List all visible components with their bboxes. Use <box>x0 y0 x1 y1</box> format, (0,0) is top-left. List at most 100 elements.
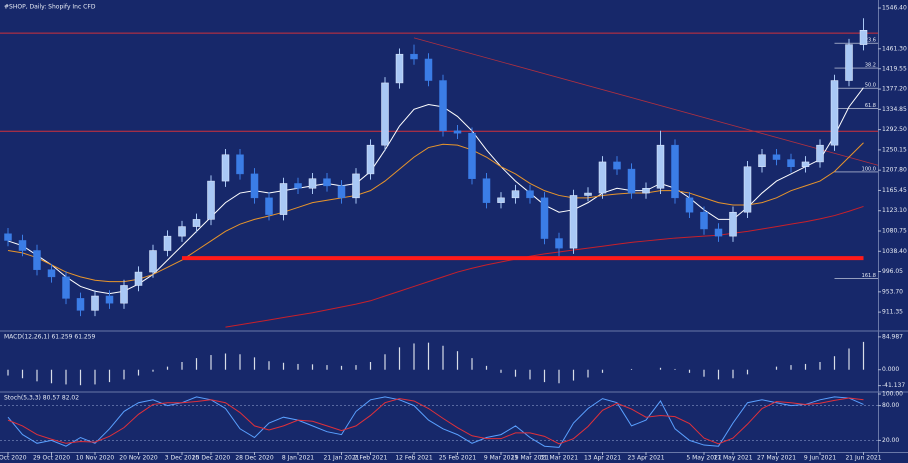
candle-body <box>323 178 331 187</box>
candle-body <box>250 173 259 199</box>
y-tick-label: 84.987 <box>882 333 903 340</box>
stoch-line <box>7 396 864 448</box>
fib-label: 50.0 <box>865 83 876 89</box>
moving-average <box>7 87 864 295</box>
candle-body <box>830 80 839 146</box>
y-tick-label: 80.00 <box>882 402 899 409</box>
stoch-line <box>7 397 864 445</box>
candle-body <box>18 240 27 251</box>
candle-body <box>613 161 621 170</box>
y-tick-label: 1461.30 <box>882 45 907 52</box>
candle-body <box>47 269 56 278</box>
candle-body <box>714 228 723 237</box>
y-tick-label: 100.00 <box>882 391 903 398</box>
x-tick-label: 19 Oct 2020 <box>0 455 27 462</box>
x-tick-label: 10 Nov 2020 <box>76 455 115 462</box>
candle-body <box>685 197 694 213</box>
fib-label: 100.0 <box>862 166 876 172</box>
x-tick-label: 9 Jun 2021 <box>804 455 836 462</box>
y-tick-label: 1080.75 <box>882 228 907 235</box>
candle-body <box>859 30 868 45</box>
candle-body <box>192 219 201 227</box>
candle-body <box>33 250 41 270</box>
candle-body <box>627 168 636 194</box>
chart-title: #SHOP, Daily: Shopify Inc CFD <box>4 4 96 11</box>
x-tick-label: 28 Dec 2020 <box>235 455 274 462</box>
candle-body <box>308 178 317 189</box>
x-tick-label: 12 Feb 2021 <box>395 455 433 462</box>
fib-label: 161.8 <box>862 273 876 279</box>
fib-label: 23.6 <box>865 38 876 44</box>
candle-body <box>294 183 302 189</box>
candle-body <box>758 154 766 167</box>
candle-body <box>743 166 752 213</box>
candle-body <box>366 144 375 175</box>
candle-body <box>381 82 389 146</box>
x-tick-label: 23 Apr 2021 <box>627 455 664 462</box>
y-tick-label: 20.00 <box>882 437 899 444</box>
candle-body <box>569 195 578 249</box>
macd-title: MACD(12,26,1) 61.259 61.259 <box>4 334 96 341</box>
candle-body <box>424 58 433 81</box>
candle-body <box>482 178 491 203</box>
candle-body <box>816 144 824 163</box>
y-tick-label: 1334.85 <box>882 106 907 113</box>
x-tick-label: 15 Dec 2020 <box>192 455 231 462</box>
candle-body <box>134 271 143 286</box>
candle-body <box>62 276 70 299</box>
x-tick-label: 3 Dec 2020 <box>165 455 200 462</box>
candle-body <box>555 238 563 249</box>
x-tick-label: 27 May 2021 <box>757 455 796 462</box>
x-tick-label: 31 Mar 2021 <box>540 455 578 462</box>
candle-body <box>497 197 505 203</box>
x-tick-label: 13 Apr 2021 <box>584 455 621 462</box>
candle-body <box>149 250 157 273</box>
candle-body <box>453 130 462 134</box>
y-tick-label: 1038.40 <box>882 248 907 255</box>
x-tick-label: 5 May 2021 <box>686 455 721 462</box>
y-tick-label: 1123.10 <box>882 207 907 214</box>
candle-body <box>801 161 810 167</box>
y-tick-label: 1292.50 <box>882 126 907 133</box>
candle-body <box>642 188 650 194</box>
y-tick-label: 953.70 <box>882 288 903 295</box>
candle-body <box>787 159 795 167</box>
y-tick-label: 996.05 <box>882 268 903 275</box>
candle-body <box>76 298 85 311</box>
x-tick-label: 20 Nov 2020 <box>119 455 158 462</box>
candle-body <box>584 192 592 196</box>
candle-body <box>526 190 534 199</box>
candle-body <box>120 285 128 304</box>
moving-average <box>7 142 864 283</box>
candle-body <box>540 197 549 239</box>
y-tick-label: 0.000 <box>882 366 899 373</box>
stoch-title: Stoch(5,3,3) 80.57 82.02 <box>4 395 79 402</box>
x-tick-label: 29 Oct 2020 <box>33 455 70 462</box>
y-tick-label: 1419.55 <box>882 65 907 72</box>
x-tick-label: 19 Mar 2021 <box>511 455 549 462</box>
candle-body <box>221 154 230 182</box>
candle-body <box>4 233 12 241</box>
x-tick-label: 21 Jan 2021 <box>324 455 360 462</box>
y-tick-label: 1250.15 <box>882 146 907 153</box>
candle-body <box>700 211 708 230</box>
candle-body <box>410 53 418 60</box>
x-tick-label: 21 Jun 2021 <box>845 455 881 462</box>
candle-body <box>207 180 215 220</box>
trendline <box>413 37 879 166</box>
x-tick-label: 9 Mar 2021 <box>484 455 518 462</box>
candle-body <box>178 226 186 237</box>
candle-body <box>439 80 447 132</box>
candle-body <box>845 44 853 81</box>
y-tick-label: 1546.40 <box>882 5 907 12</box>
x-tick-label: 2 Feb 2021 <box>354 455 388 462</box>
candle-body <box>772 154 781 160</box>
candle-body <box>468 132 476 179</box>
candle-body <box>265 197 273 215</box>
candle-body <box>656 144 665 189</box>
candle-body <box>91 295 99 311</box>
candle-body <box>729 211 737 237</box>
candle-body <box>105 295 114 304</box>
